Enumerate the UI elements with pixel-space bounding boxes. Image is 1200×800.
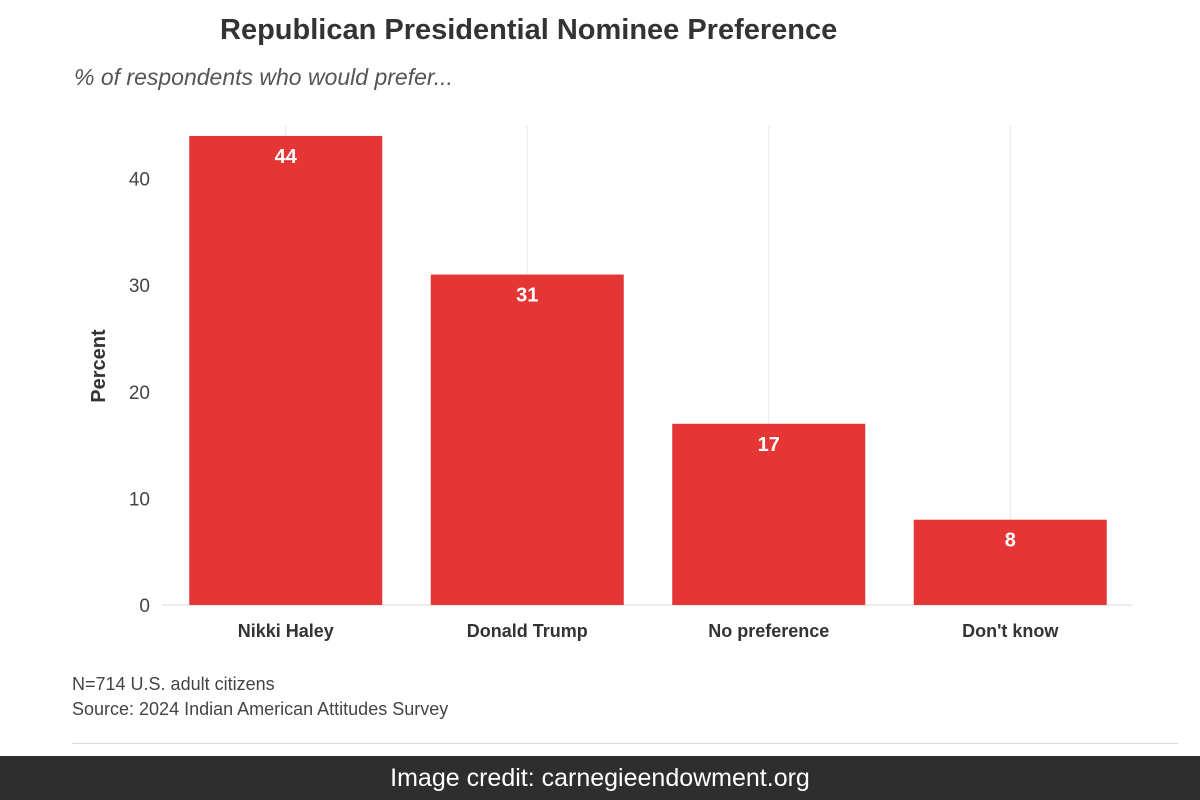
y-tick-label: 20 (129, 383, 150, 404)
chart-subtitle: % of respondents who would prefer... (74, 64, 453, 90)
bar (913, 519, 1107, 605)
bar-value-label: 17 (758, 434, 780, 456)
bar-value-label: 31 (516, 285, 538, 307)
bar (189, 135, 383, 605)
chart-notes: N=714 U.S. adult citizens Source: 2024 I… (72, 672, 448, 722)
chart-title: Republican Presidential Nominee Preferen… (220, 14, 838, 46)
image-credit-bar: Image credit: carnegieendowment.org (0, 756, 1200, 800)
bar (430, 274, 624, 605)
source-note: Source: 2024 Indian American Attitudes S… (72, 699, 449, 719)
x-tick-label: Nikki Haley (238, 621, 334, 641)
y-tick-label: 40 (129, 170, 150, 191)
y-tick-label: 10 (129, 489, 150, 510)
x-tick-label: Don't know (962, 621, 1059, 641)
bar-value-label: 8 (1005, 530, 1016, 552)
image-credit-text: Image credit: carnegieendowment.org (390, 764, 810, 792)
bar (672, 423, 866, 605)
bar-value-label: 44 (275, 146, 298, 168)
y-tick-label: 30 (129, 276, 150, 297)
x-tick-label: Donald Trump (467, 621, 588, 641)
y-axis-label: Percent (88, 329, 110, 403)
divider (72, 743, 1178, 744)
y-tick-label: 0 (139, 596, 150, 617)
bar-chart: 0 10 20 30 40 Percent 44 Nikki Haley 31 Donald Tr… (88, 126, 1132, 641)
sample-note: N=714 U.S. adult citizens (72, 674, 275, 694)
x-tick-label: No preference (708, 621, 829, 641)
